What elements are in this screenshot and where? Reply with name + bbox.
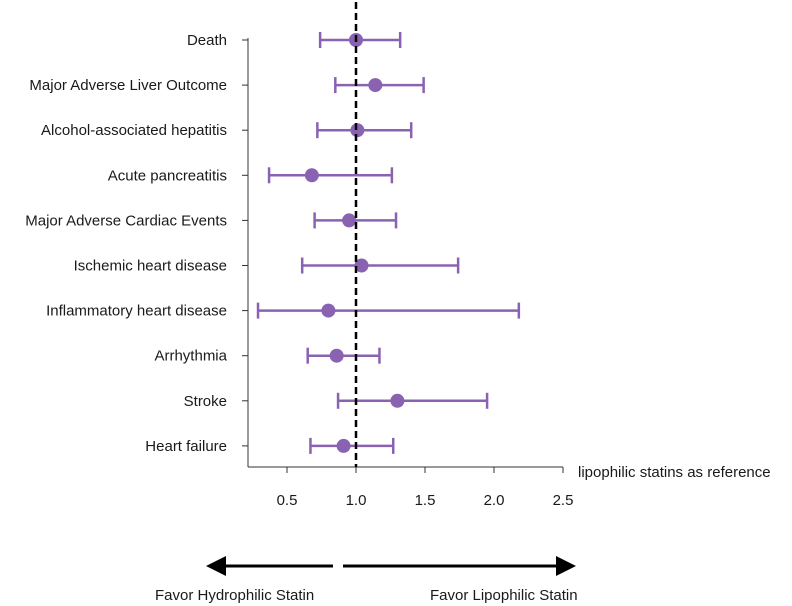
point-estimate <box>354 258 369 273</box>
forest-row: Acute pancreatitis <box>108 167 394 184</box>
x-tick-label: 1.5 <box>415 492 436 509</box>
point-estimate <box>390 393 405 408</box>
forest-row: Death <box>187 32 402 49</box>
forest-row: Heart failure <box>145 437 395 455</box>
point-estimate <box>336 438 351 453</box>
point-estimate <box>304 168 319 183</box>
reference-note: lipophilic statins as reference <box>578 464 771 481</box>
forest-row: Arrhythmia <box>154 347 381 365</box>
row-label: Heart failure <box>145 438 227 455</box>
x-tick-label: 1.0 <box>346 492 367 509</box>
row-label: Major Adverse Liver Outcome <box>29 77 227 94</box>
row-label: Stroke <box>184 393 227 410</box>
forest-row: Ischemic heart disease <box>74 257 460 275</box>
row-label: Ischemic heart disease <box>74 258 227 275</box>
favor-hydrophilic-label: Favor Hydrophilic Statin <box>155 587 314 604</box>
row-label: Inflammatory heart disease <box>46 303 227 320</box>
forest-row: Alcohol-associated hepatitis <box>41 122 413 139</box>
row-label: Arrhythmia <box>154 348 227 365</box>
favor-lipophilic-arrow <box>343 556 576 576</box>
point-estimate <box>350 123 365 138</box>
point-estimate <box>329 348 344 363</box>
forest-row: Major Adverse Cardiac Events <box>25 212 398 229</box>
forest-row: Stroke <box>184 392 489 410</box>
forest-row: Inflammatory heart disease <box>46 302 521 320</box>
row-label: Major Adverse Cardiac Events <box>25 212 227 229</box>
forest-row: Major Adverse Liver Outcome <box>29 77 425 94</box>
point-estimate <box>342 213 357 228</box>
row-label: Alcohol-associated hepatitis <box>41 122 227 139</box>
x-tick-label: 0.5 <box>277 492 298 509</box>
favor-hydrophilic-arrow <box>206 556 333 576</box>
favor-lipophilic-label: Favor Lipophilic Statin <box>430 587 578 604</box>
point-estimate <box>368 78 383 93</box>
x-tick-label: 2.5 <box>553 492 574 509</box>
point-estimate <box>321 303 336 318</box>
row-label: Acute pancreatitis <box>108 167 227 184</box>
x-tick-label: 2.0 <box>484 492 505 509</box>
row-label: Death <box>187 32 227 49</box>
